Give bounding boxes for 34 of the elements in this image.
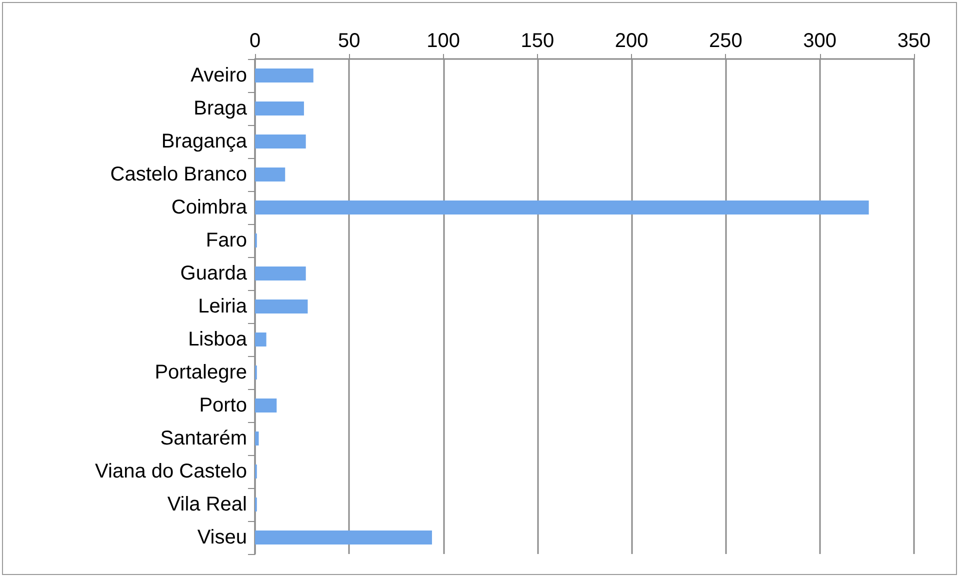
bar: [255, 332, 266, 346]
y-tick-label: Castelo Branco: [110, 164, 247, 186]
x-tick-label: 350: [897, 30, 931, 52]
x-tick-label: 0: [249, 30, 261, 52]
bar: [255, 266, 306, 280]
bar: [255, 530, 432, 544]
y-tick-label: Viseu: [197, 526, 247, 548]
y-tick-label: Santarém: [160, 428, 247, 450]
bar: [255, 398, 277, 412]
y-tick-label: Aveiro: [190, 64, 247, 86]
y-tick-label: Portalegre: [154, 362, 247, 384]
y-tick-label: Viana do Castelo: [95, 460, 247, 482]
y-tick-label: Guarda: [180, 262, 248, 284]
bar: [255, 200, 869, 214]
y-tick-label: Braga: [194, 98, 248, 120]
x-tick-label: 150: [520, 30, 554, 52]
y-tick-label: Leiria: [198, 296, 248, 318]
bar: [255, 134, 306, 148]
y-tick-label: Bragança: [161, 130, 248, 152]
bar: [255, 102, 304, 116]
x-tick-label: 200: [614, 30, 648, 52]
bar: [255, 68, 314, 82]
x-tick-label: 300: [803, 30, 837, 52]
y-tick-label: Coimbra: [171, 196, 248, 218]
bar: [255, 432, 259, 446]
bar: [255, 300, 308, 314]
bar: [255, 168, 286, 182]
x-tick-label: 50: [338, 30, 360, 52]
y-tick-label: Faro: [206, 230, 247, 252]
y-tick-label: Lisboa: [188, 328, 248, 350]
y-tick-label: Vila Real: [167, 494, 247, 516]
x-tick-label: 100: [426, 30, 460, 52]
x-tick-label: 250: [709, 30, 742, 52]
y-tick-label: Porto: [199, 394, 247, 416]
